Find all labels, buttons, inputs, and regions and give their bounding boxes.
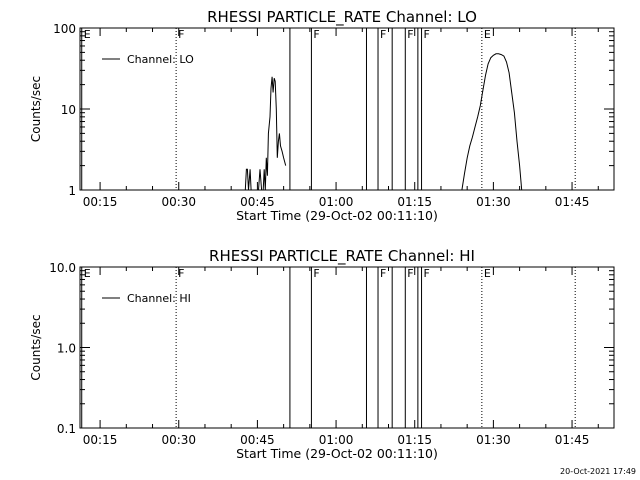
panel1-y-axis-label: Counts/sec: [29, 76, 43, 142]
panel2-event-marker-label: F: [178, 267, 184, 280]
panel2-x-tick-label: 00:45: [240, 433, 275, 447]
panel2-x-tick-label: 01:00: [319, 433, 354, 447]
panel1-event-marker-label: F: [178, 28, 184, 41]
panel1-series-line: [258, 169, 263, 191]
panel1-y-tick-label: 100: [53, 22, 76, 36]
footer-timestamp: 20-Oct-2021 17:49: [560, 467, 636, 476]
panel1-event-marker-label: E: [484, 28, 491, 41]
panel2-x-tick-label: 00:15: [83, 433, 118, 447]
panel2-y-tick-label: 10.0: [49, 261, 76, 275]
panel1-y-tick-label: 1: [68, 184, 76, 198]
panel1-legend-label: Channel: LO: [127, 53, 194, 66]
panel1-x-tick-label: 01:00: [319, 195, 354, 209]
panel2-event-marker-label: F: [424, 267, 430, 280]
panel1-x-tick-label: 01:45: [555, 195, 590, 209]
panel2-legend-label: Channel: HI: [127, 292, 191, 305]
panel2-chart-title: RHESSI PARTICLE_RATE Channel: HI: [209, 247, 475, 266]
panel1-x-tick-label: 00:15: [83, 195, 118, 209]
panel1-x-tick-label: 01:15: [397, 195, 432, 209]
panel1-series-line: [461, 53, 523, 191]
panel2-event-marker-label: E: [484, 267, 491, 280]
panel2-x-tick-label: 01:30: [476, 433, 511, 447]
panel2-y-tick-label: 1.0: [57, 342, 76, 356]
panel2-event-marker-label: E: [84, 267, 91, 280]
panel1-series-line: [262, 76, 287, 191]
panel1-event-marker-label: E: [84, 28, 91, 41]
panel1-event-marker-label: F: [313, 28, 319, 41]
panel2-y-axis-label: Counts/sec: [29, 314, 43, 380]
panel2-y-tick-label: 0.1: [57, 422, 76, 436]
panel2-event-marker-label: F: [407, 267, 413, 280]
panel2-event-marker-label: F: [313, 267, 319, 280]
panel2-x-tick-label: 01:15: [397, 433, 432, 447]
panel2-event-marker-label: F: [380, 267, 386, 280]
panel1-x-tick-label: 00:30: [161, 195, 196, 209]
panel1-event-marker-label: F: [424, 28, 430, 41]
panel2-x-tick-label: 01:45: [555, 433, 590, 447]
panel1-chart-title: RHESSI PARTICLE_RATE Channel: LO: [207, 8, 477, 27]
panel1-event-marker-label: F: [407, 28, 413, 41]
panel2-x-tick-label: 00:30: [161, 433, 196, 447]
panel2-x-axis-label: Start Time (29-Oct-02 00:11:10): [236, 446, 438, 461]
panel1-y-tick-label: 10: [61, 103, 76, 117]
panel1-series-line: [244, 168, 252, 191]
panel1-event-marker-label: F: [380, 28, 386, 41]
panel1-x-tick-label: 00:45: [240, 195, 275, 209]
panel1-x-axis-label: Start Time (29-Oct-02 00:11:10): [236, 208, 438, 223]
panel1-x-tick-label: 01:30: [476, 195, 511, 209]
